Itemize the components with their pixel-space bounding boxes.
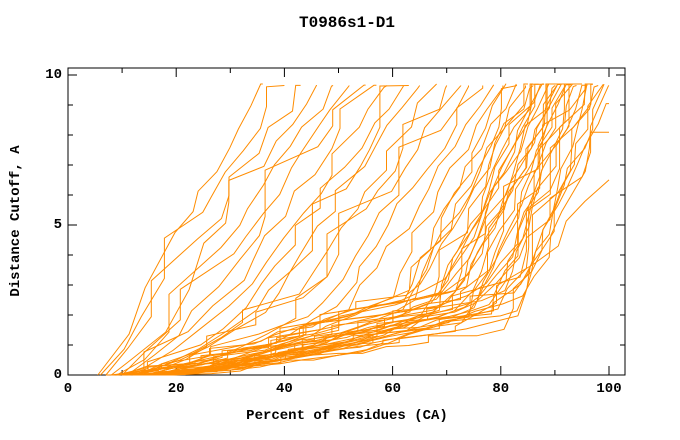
prediction-curve xyxy=(154,85,577,376)
prediction-curve xyxy=(116,84,572,376)
y-tick-label: 0 xyxy=(53,367,62,383)
prediction-curve xyxy=(127,84,366,376)
prediction-curve xyxy=(127,85,404,376)
prediction-curve xyxy=(149,85,484,376)
x-tick-label: 60 xyxy=(384,381,401,397)
x-tick-label: 0 xyxy=(63,381,73,397)
plot-frame xyxy=(67,67,626,376)
prediction-curve xyxy=(138,83,437,376)
x-tick-label: 20 xyxy=(167,381,185,397)
prediction-curve xyxy=(149,84,588,376)
prediction-curve xyxy=(143,83,593,376)
x-tick-label: 40 xyxy=(275,381,293,397)
prediction-curve xyxy=(132,85,409,376)
y-tick-label: 10 xyxy=(45,67,62,83)
x-tick-label: 80 xyxy=(492,381,510,397)
prediction-curve xyxy=(100,85,285,376)
prediction-curve xyxy=(97,83,263,376)
prediction-curve xyxy=(165,103,609,376)
prediction-curve xyxy=(121,85,388,376)
prediction-curve xyxy=(127,83,562,376)
prediction-curve xyxy=(116,85,334,376)
prediction-curve xyxy=(116,85,534,376)
prediction-curve xyxy=(132,83,550,376)
prediction-curve xyxy=(116,84,377,376)
prediction-curve xyxy=(143,85,469,376)
prediction-curve xyxy=(127,83,534,376)
prediction-curve xyxy=(154,85,526,376)
x-axis-label: Percent of Residues (CA) xyxy=(246,408,448,424)
x-tick-label: 100 xyxy=(596,381,622,397)
prediction-curve xyxy=(110,85,317,376)
prediction-curve xyxy=(149,85,610,376)
prediction-curve xyxy=(138,85,448,376)
prediction-curve xyxy=(121,85,350,376)
y-tick-label: 5 xyxy=(53,217,62,233)
chart-title: T0986s1-D1 xyxy=(298,14,396,32)
